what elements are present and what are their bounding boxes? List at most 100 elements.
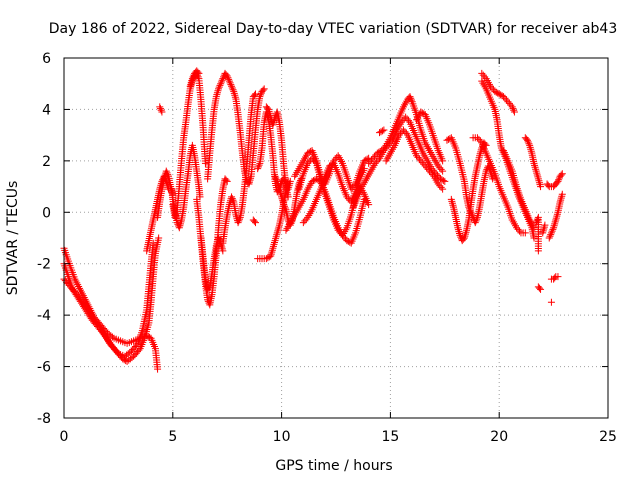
- data-point-marker: [497, 91, 505, 99]
- data-point-marker: [269, 244, 277, 252]
- data-point-marker: [399, 126, 407, 134]
- data-point-marker: [462, 228, 470, 236]
- data-point-marker: [478, 69, 486, 77]
- data-point-marker: [377, 128, 385, 136]
- data-point-marker: [536, 181, 544, 189]
- data-point-marker: [539, 227, 547, 235]
- data-point-marker: [227, 81, 235, 89]
- data-point-marker: [488, 84, 496, 92]
- data-point-marker: [217, 80, 225, 88]
- data-point-marker: [530, 234, 538, 242]
- data-point-marker: [231, 93, 239, 101]
- series-track-25: [382, 126, 447, 193]
- data-point-marker: [270, 240, 278, 248]
- axis-ticks: 0 5 10 15 20 25 -8 -6 -4 -2 0 2 4 6: [37, 51, 617, 445]
- x-tick-label: 5: [168, 429, 177, 445]
- data-point-marker: [557, 194, 565, 202]
- data-point-marker: [472, 217, 480, 225]
- data-point-marker: [491, 87, 499, 95]
- data-point-marker: [325, 162, 333, 170]
- series-track-37: [534, 283, 545, 293]
- data-point-marker: [251, 90, 259, 98]
- data-point-marker: [228, 84, 236, 92]
- data-point-marker: [476, 137, 484, 145]
- data-point-marker: [551, 220, 559, 228]
- data-point-marker: [257, 89, 265, 97]
- data-point-marker: [343, 237, 351, 245]
- series-track-38: [543, 170, 566, 191]
- data-point-marker: [439, 157, 447, 165]
- data-point-marker: [219, 247, 227, 255]
- y-axis-label: SDTVAR / TECUs: [5, 181, 21, 296]
- data-point-marker: [108, 333, 116, 341]
- data-point-marker: [407, 94, 415, 102]
- series-track-8: [169, 69, 209, 221]
- data-point-marker: [222, 71, 230, 79]
- data-point-marker: [549, 225, 557, 233]
- data-point-marker: [271, 237, 279, 245]
- data-point-marker: [229, 196, 237, 204]
- series-track-29: [447, 139, 490, 245]
- data-point-marker: [405, 117, 413, 125]
- data-point-marker: [365, 159, 373, 167]
- data-point-marker: [414, 153, 422, 161]
- data-point-marker: [274, 227, 282, 235]
- data-point-marker: [551, 274, 559, 282]
- data-point-marker: [448, 199, 456, 207]
- data-point-marker: [555, 174, 563, 182]
- data-point-marker: [188, 75, 196, 83]
- data-point-marker: [260, 85, 268, 93]
- data-point-marker: [531, 161, 539, 169]
- data-point-marker: [407, 96, 415, 104]
- data-point-marker: [544, 181, 552, 189]
- data-point-marker: [272, 235, 280, 243]
- data-point-marker: [448, 197, 456, 205]
- data-point-marker: [271, 239, 279, 246]
- data-point-marker: [235, 217, 243, 225]
- data-point-marker: [375, 148, 383, 156]
- data-point-marker: [456, 231, 464, 239]
- data-point-marker: [397, 118, 405, 126]
- data-point-marker: [194, 68, 202, 76]
- data-point-marker: [374, 156, 382, 164]
- series-track-36: [539, 221, 549, 237]
- data-point-marker: [427, 169, 435, 177]
- data-point-marker: [360, 165, 368, 173]
- data-point-marker: [280, 201, 288, 209]
- data-point-marker: [525, 140, 533, 148]
- data-point-marker: [163, 169, 171, 177]
- data-point-marker: [402, 129, 410, 137]
- data-point-marker: [502, 96, 510, 104]
- data-point-marker: [334, 226, 342, 234]
- data-point-marker: [189, 73, 197, 81]
- data-point-marker: [225, 75, 233, 83]
- data-point-marker: [508, 103, 516, 111]
- data-point-marker: [162, 167, 170, 175]
- data-point-marker: [304, 159, 312, 167]
- data-point-marker: [534, 173, 542, 181]
- series-track-13: [219, 90, 259, 247]
- data-point-marker: [527, 145, 535, 153]
- data-point-marker: [513, 224, 521, 232]
- data-point-marker: [557, 196, 565, 204]
- series-track-14: [249, 216, 259, 227]
- data-point-marker: [418, 159, 426, 167]
- data-point-marker: [423, 164, 431, 172]
- data-point-marker: [481, 73, 489, 81]
- data-point-marker: [225, 77, 233, 85]
- data-point-marker: [510, 106, 518, 114]
- data-point-marker: [454, 226, 462, 234]
- data-point-marker: [534, 175, 542, 183]
- data-point-marker: [299, 219, 307, 227]
- data-point-marker: [280, 175, 288, 183]
- data-point-marker: [439, 185, 447, 193]
- series-track-30: [469, 134, 529, 237]
- data-point-marker: [535, 179, 543, 187]
- data-point-marker: [228, 195, 236, 203]
- data-point-marker: [215, 83, 223, 91]
- data-point-marker: [437, 183, 445, 191]
- data-point-marker: [417, 157, 425, 165]
- series-track-39: [545, 190, 566, 242]
- data-point-marker: [505, 99, 513, 107]
- data-point-marker: [552, 216, 560, 224]
